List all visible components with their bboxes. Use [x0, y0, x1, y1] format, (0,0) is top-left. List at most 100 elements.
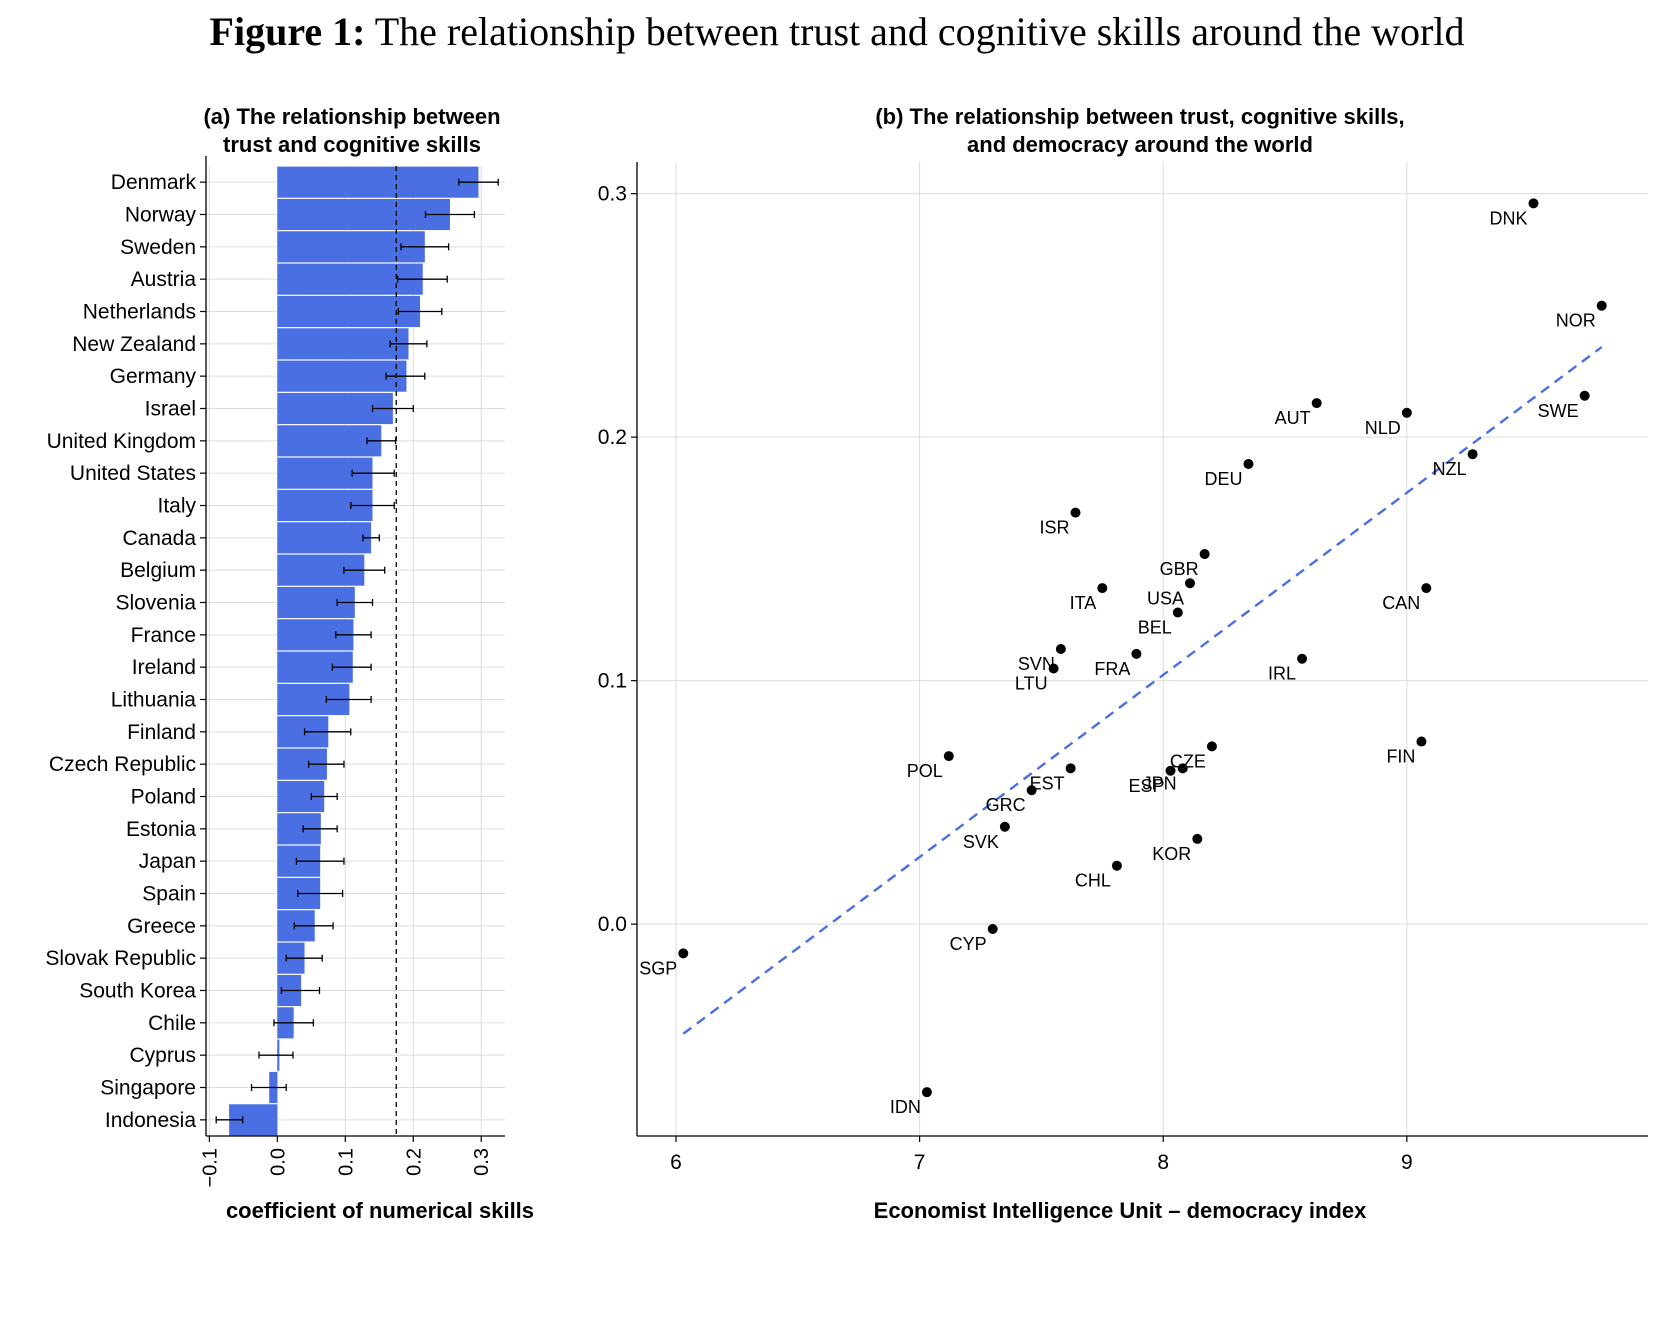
point-label: EST [1030, 773, 1065, 793]
figure-label: Figure 1: [209, 9, 366, 54]
category-label: United States [70, 462, 196, 485]
category-label: United Kingdom [47, 430, 196, 453]
point-label: USA [1147, 588, 1184, 608]
x-tick-label: 0.2 [403, 1148, 425, 1176]
category-label: Ireland [132, 656, 196, 679]
point-label: FRA [1094, 659, 1130, 679]
x-tick-label: 0.1 [335, 1148, 357, 1176]
category-label: Singapore [100, 1077, 196, 1100]
category-label: Cyprus [129, 1044, 196, 1067]
data-point [1596, 300, 1607, 311]
y-tick-label: 0.1 [598, 670, 627, 693]
category-label: Canada [122, 527, 196, 550]
data-point [1311, 398, 1322, 409]
data-point [1528, 198, 1539, 209]
point-label: AUT [1275, 408, 1311, 428]
chart-title-line: trust and cognitive skills [223, 132, 481, 157]
category-label: France [131, 624, 196, 647]
category-label: Czech Republic [49, 753, 196, 776]
point-label: SWE [1538, 401, 1579, 421]
category-label: Norway [125, 204, 197, 227]
category-label: Poland [131, 786, 196, 809]
point-label: SVN [1018, 654, 1055, 674]
trend-line [682, 346, 1603, 1035]
point-label: ISR [1039, 518, 1069, 538]
point-label: DEU [1204, 469, 1242, 489]
x-tick-label: 6 [670, 1151, 682, 1174]
category-label: Indonesia [105, 1109, 196, 1132]
point-label: CZE [1170, 751, 1206, 771]
category-label: Japan [139, 850, 196, 873]
x-tick-label: 0.3 [471, 1148, 493, 1176]
data-point [1206, 741, 1217, 752]
category-label: Slovak Republic [45, 947, 196, 970]
bar [277, 360, 407, 392]
bar [277, 231, 425, 263]
point-label: IDN [890, 1097, 921, 1117]
data-point [921, 1087, 932, 1098]
data-point [1401, 407, 1412, 418]
category-label: Greece [127, 915, 196, 938]
bar [277, 522, 372, 554]
category-label: New Zealand [72, 333, 196, 356]
category-label: Italy [157, 495, 196, 518]
data-point [1192, 833, 1203, 844]
data-point [1185, 578, 1196, 589]
y-tick-label: 0.2 [598, 426, 627, 449]
category-label: South Korea [79, 980, 196, 1003]
data-point [1165, 765, 1176, 776]
point-label: SVK [963, 832, 999, 852]
data-point [999, 821, 1010, 832]
bar [277, 198, 450, 231]
point-label: CAN [1382, 593, 1420, 613]
chart-title-line: (b) The relationship between trust, cogn… [875, 104, 1404, 129]
category-label: Estonia [126, 818, 196, 841]
category-label: Chile [148, 1012, 196, 1035]
point-label: ESP [1128, 776, 1164, 796]
x-tick-label: 7 [914, 1151, 926, 1174]
data-point [1172, 607, 1183, 618]
point-label: FIN [1386, 747, 1415, 767]
data-point [987, 924, 998, 935]
data-point [1243, 458, 1254, 469]
y-tick-label: 0.3 [598, 183, 627, 206]
point-label: DNK [1489, 208, 1527, 228]
data-point [1579, 390, 1590, 401]
category-label: Belgium [120, 559, 196, 582]
point-label: CYP [950, 934, 987, 954]
figure-title-text: The relationship between trust and cogni… [374, 9, 1465, 54]
category-label: Germany [110, 365, 197, 388]
data-point [1097, 583, 1108, 594]
data-point [1111, 860, 1122, 871]
data-point [1177, 763, 1188, 774]
point-label: BEL [1138, 617, 1172, 637]
data-point [1416, 736, 1427, 747]
figure-title: Figure 1: The relationship between trust… [0, 8, 1674, 55]
data-point [1070, 507, 1081, 518]
x-tick-label: 9 [1401, 1151, 1413, 1174]
bar-chart-panel: (a) The relationship between trust and co… [45, 104, 534, 1223]
x-tick-label: −0.1 [199, 1148, 221, 1187]
category-label: Israel [145, 398, 196, 421]
chart-title-line: (a) The relationship between [203, 104, 500, 129]
category-label: Austria [131, 268, 197, 291]
category-label: Finland [127, 721, 196, 744]
point-label: GBR [1160, 559, 1199, 579]
category-label: Slovenia [115, 592, 196, 615]
data-point [1026, 785, 1037, 796]
x-axis-label: coefficient of numerical skills [226, 1198, 534, 1223]
x-tick-label: 0.0 [267, 1148, 289, 1176]
data-point [1297, 653, 1308, 664]
point-label: JPN [1143, 773, 1177, 793]
point-label: POL [907, 761, 943, 781]
bar [277, 166, 479, 198]
data-point [1199, 549, 1210, 560]
point-label: CHL [1075, 871, 1111, 891]
point-label: NLD [1365, 418, 1401, 438]
data-point [1055, 644, 1066, 654]
y-tick-label: 0.0 [598, 913, 627, 936]
data-point [943, 751, 954, 762]
data-point [1048, 663, 1059, 674]
scatter-chart-panel: (b) The relationship between trust, cogn… [598, 104, 1648, 1223]
x-axis-label: Economist Intelligence Unit – democracy … [874, 1198, 1367, 1223]
